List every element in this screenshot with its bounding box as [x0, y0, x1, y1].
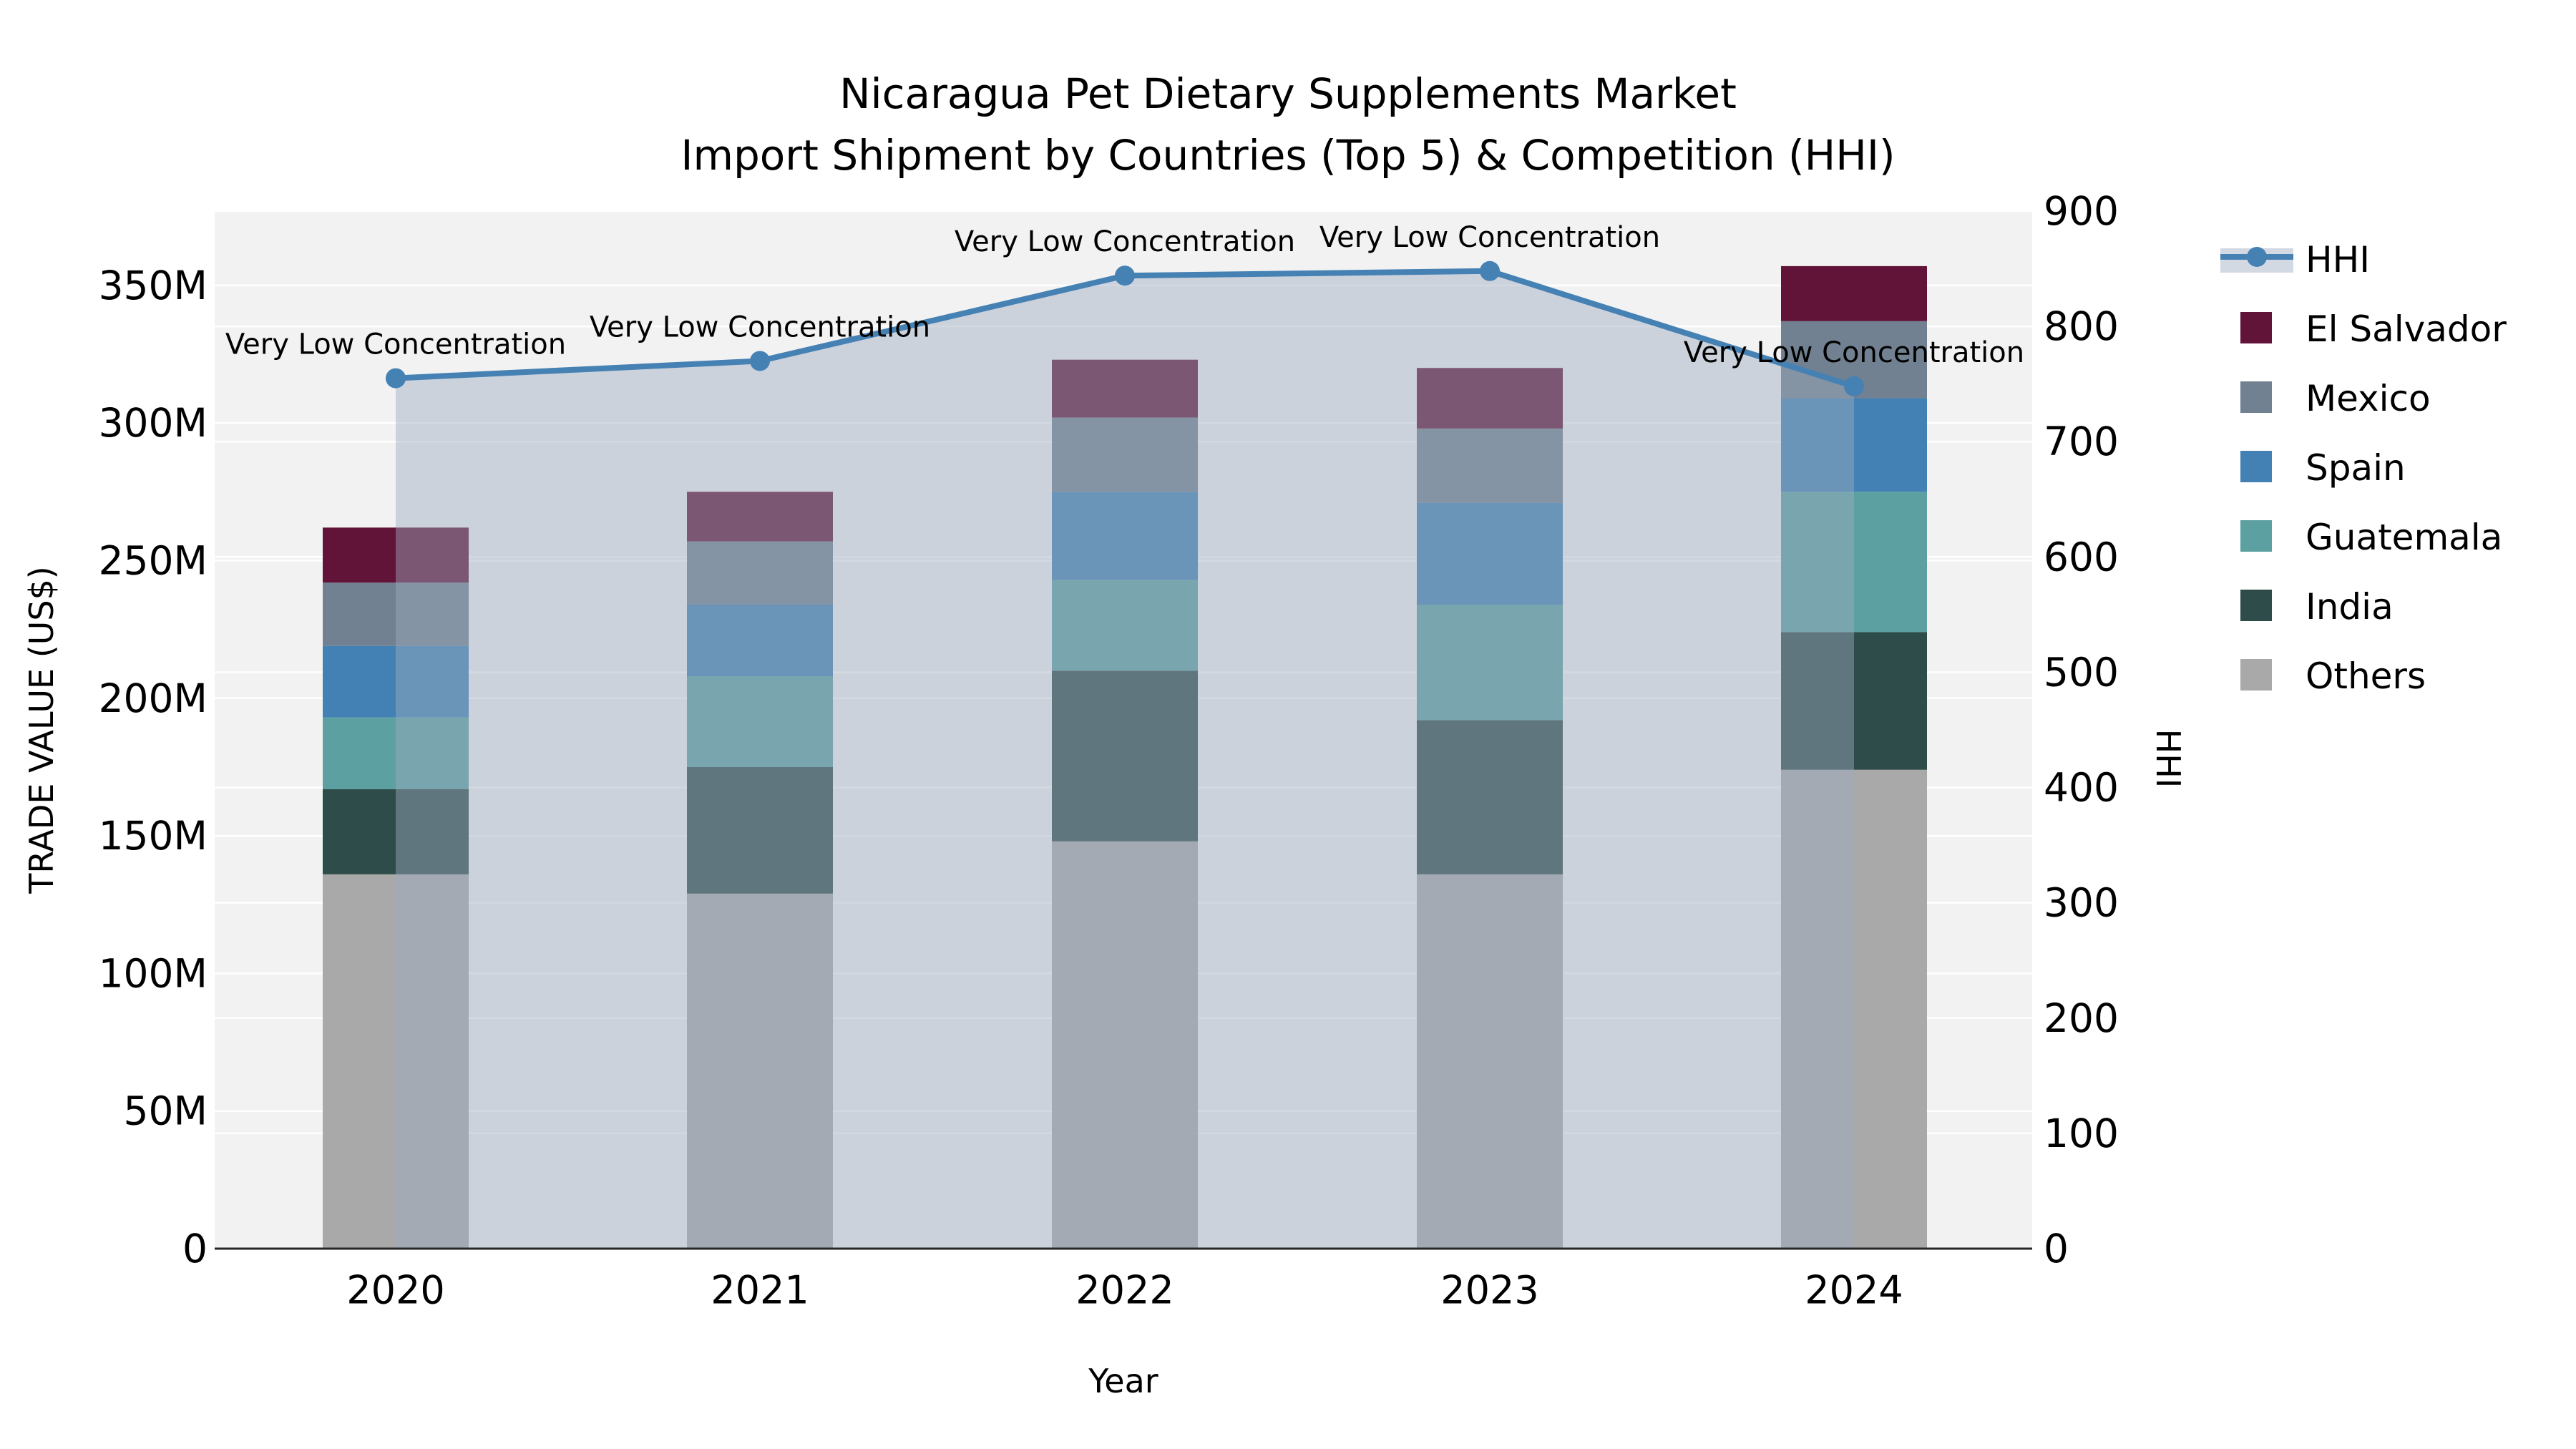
- x-tick-label-2020: 2020: [346, 1268, 444, 1313]
- bar-segment-el-salvador-2024: [1781, 265, 1927, 321]
- bar-segment-mexico-2021: [687, 541, 833, 605]
- bar-segment-india-2024: [1781, 632, 1927, 770]
- legend-label-others: Others: [2306, 655, 2426, 697]
- bar-segment-mexico-2023: [1417, 428, 1563, 503]
- legend-marker-hhi: [2247, 247, 2267, 267]
- y-left-tick-label: 350M: [99, 263, 208, 308]
- legend-label-india: India: [2306, 586, 2394, 628]
- x-tick-label-2021: 2021: [711, 1268, 809, 1313]
- y-left-tick-label: 200M: [99, 675, 208, 721]
- bar-segment-guatemala-2022: [1052, 580, 1198, 671]
- legend-label-guatemala: Guatemala: [2306, 517, 2502, 558]
- y-axis-label-right: HHI: [2149, 729, 2187, 789]
- annotation-2022: Very Low Concentration: [955, 225, 1295, 258]
- annotation-2021: Very Low Concentration: [590, 311, 930, 343]
- legend-label-mexico: Mexico: [2306, 378, 2431, 419]
- legend-swatch-el-salvador: [2240, 312, 2272, 343]
- bar-segment-others-2021: [687, 893, 833, 1249]
- bar-segment-guatemala-2021: [687, 676, 833, 767]
- legend-swatch-mexico: [2240, 381, 2272, 413]
- legend-label-el-salvador: El Salvador: [2306, 308, 2507, 350]
- legend: HHI El Salvador Mexico Spain Guatemala India O…: [2220, 239, 2507, 697]
- bar-segment-others-2024: [1781, 769, 1927, 1249]
- y-right-tick-label: 400: [2044, 765, 2119, 811]
- x-tick-label-2023: 2023: [1440, 1268, 1538, 1313]
- legend-item-el-salvador: El Salvador: [2240, 308, 2507, 350]
- bar-segment-india-2023: [1417, 720, 1563, 874]
- y-right-tick-label: 0: [2044, 1226, 2069, 1272]
- y-right-tick-label: 900: [2044, 188, 2119, 234]
- legend-item-india: India: [2240, 586, 2394, 628]
- annotation-2023: Very Low Concentration: [1319, 221, 1660, 254]
- bar-segment-others-2020: [323, 874, 469, 1249]
- y-right-tick-label: 300: [2044, 880, 2119, 926]
- y-right-tick-label: 700: [2044, 419, 2119, 464]
- hhi-area: [396, 270, 1854, 1249]
- legend-label-spain: Spain: [2306, 447, 2406, 489]
- bar-segment-el-salvador-2023: [1417, 368, 1563, 429]
- chart-title-line2: Import Shipment by Countries (Top 5) & C…: [680, 131, 1896, 180]
- legend-item-spain: Spain: [2240, 447, 2406, 489]
- legend-swatch-spain: [2240, 451, 2272, 482]
- legend-swatch-others: [2240, 659, 2272, 691]
- hhi-marker-2024: [1844, 376, 1864, 396]
- legend-item-hhi: HHI: [2220, 239, 2370, 280]
- hhi-marker-2021: [750, 351, 770, 371]
- x-axis-label: Year: [1088, 1362, 1158, 1400]
- bar-segment-el-salvador-2022: [1052, 359, 1198, 418]
- bar-segment-el-salvador-2021: [687, 492, 833, 542]
- y-left-tick-label: 50M: [124, 1088, 208, 1134]
- legend-swatch-india: [2240, 590, 2272, 621]
- bar-segment-spain-2024: [1781, 398, 1927, 492]
- bar-segment-mexico-2020: [323, 582, 469, 646]
- y-left-tick-label: 0: [182, 1226, 208, 1272]
- legend-item-guatemala: Guatemala: [2240, 517, 2502, 558]
- bar-segment-india-2021: [687, 766, 833, 894]
- bar-segment-mexico-2022: [1052, 417, 1198, 492]
- legend-item-others: Others: [2240, 655, 2426, 697]
- annotation-2024: Very Low Concentration: [1684, 336, 2024, 369]
- y-right-tick-label: 600: [2044, 534, 2119, 580]
- y-left-tick-label: 300M: [99, 400, 208, 446]
- hhi-line-group: [386, 260, 1864, 396]
- bar-segment-guatemala-2020: [323, 717, 469, 789]
- stacked-bars: [323, 265, 1927, 1249]
- y-left-tick-label: 250M: [99, 537, 208, 583]
- bar-segment-spain-2020: [323, 645, 469, 718]
- x-tick-label-2022: 2022: [1075, 1268, 1174, 1313]
- legend-item-mexico: Mexico: [2240, 378, 2431, 419]
- hhi-marker-2023: [1480, 260, 1500, 281]
- y-left-tick-label: 150M: [99, 813, 208, 859]
- y-right-tick-label: 500: [2044, 649, 2119, 695]
- bar-segment-el-salvador-2020: [323, 527, 469, 583]
- x-tick-label-2024: 2024: [1805, 1268, 1903, 1313]
- bar-segment-guatemala-2023: [1417, 605, 1563, 721]
- annotation-2020: Very Low Concentration: [225, 328, 566, 361]
- bar-segment-others-2022: [1052, 841, 1198, 1249]
- chart-title: Nicaragua Pet Dietary Supplements Market…: [0, 63, 2576, 186]
- legend-label-hhi: HHI: [2306, 239, 2370, 280]
- bar-segment-spain-2021: [687, 605, 833, 676]
- y-right-tick-label: 100: [2044, 1111, 2119, 1156]
- bar-segment-others-2023: [1417, 874, 1563, 1249]
- hhi-marker-2022: [1115, 265, 1135, 286]
- hhi-marker-2020: [386, 368, 406, 389]
- bar-segment-guatemala-2024: [1781, 492, 1927, 633]
- bar-segment-spain-2023: [1417, 502, 1563, 605]
- y-right-tick-label: 200: [2044, 995, 2119, 1041]
- bar-segment-india-2020: [323, 789, 469, 874]
- y-right-tick-label: 800: [2044, 303, 2119, 349]
- bar-segment-india-2022: [1052, 670, 1198, 841]
- axes: 0 50M 100M 150M 200M 250M 300M 350M 0 100 200 300 40…: [22, 188, 2187, 1400]
- legend-swatch-guatemala: [2240, 520, 2272, 552]
- annotations: Very Low Concentration Very Low Concentra…: [225, 221, 2024, 369]
- y-left-tick-label: 100M: [99, 950, 208, 996]
- bar-segment-spain-2022: [1052, 492, 1198, 580]
- y-axis-label-left: TRADE VALUE (US$): [22, 566, 61, 894]
- chart-title-line1: Nicaragua Pet Dietary Supplements Market: [839, 69, 1737, 118]
